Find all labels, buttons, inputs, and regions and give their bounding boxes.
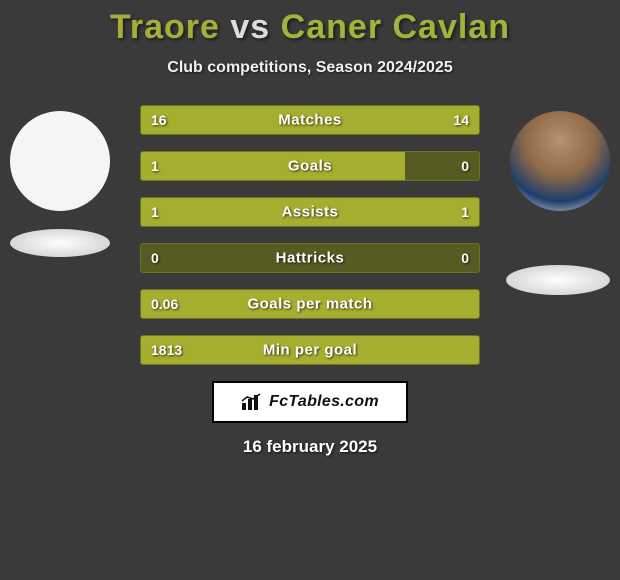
date-label: 16 february 2025	[0, 437, 620, 457]
brand-chart-icon	[241, 393, 263, 411]
stat-value-left: 0	[151, 250, 159, 266]
player-left-shadow	[10, 229, 110, 257]
player-right-shadow	[506, 265, 610, 295]
stat-label: Hattricks	[141, 250, 479, 267]
stat-fill-left	[141, 106, 320, 134]
player-right-avatar	[510, 111, 610, 211]
title-vs: vs	[220, 8, 281, 46]
stat-row: 11Assists	[140, 197, 480, 227]
stat-fill-left	[141, 336, 479, 364]
compare-area: 1614Matches10Goals11Assists00Hattricks0.…	[0, 105, 620, 365]
stat-value-left: 1	[151, 158, 159, 174]
stat-row: 0.06Goals per match	[140, 289, 480, 319]
stat-fill-right	[310, 198, 479, 226]
stat-row: 0 0Hattricks	[140, 243, 480, 273]
stat-value-right: 1	[461, 204, 469, 220]
stat-fill-left	[141, 290, 479, 318]
stat-value-left: 16	[151, 112, 167, 128]
stat-bars: 1614Matches10Goals11Assists00Hattricks0.…	[140, 105, 480, 365]
stat-value-left: 1813	[151, 342, 182, 358]
stat-row: 10Goals	[140, 151, 480, 181]
title-player2: Caner Cavlan	[281, 8, 510, 46]
subtitle: Club competitions, Season 2024/2025	[0, 59, 620, 77]
stat-value-left: 0.06	[151, 296, 178, 312]
brand-box[interactable]: FcTables.com	[212, 381, 408, 423]
player-left-avatar	[10, 111, 110, 211]
stat-row: 1614Matches	[140, 105, 480, 135]
stat-fill-left	[141, 152, 405, 180]
brand-text: FcTables.com	[269, 393, 379, 411]
stat-value-right: 14	[453, 112, 469, 128]
title-player1: Traore	[110, 8, 220, 46]
stat-row: 1813Min per goal	[140, 335, 480, 365]
stat-fill-left	[141, 198, 310, 226]
page-title: Traore vs Caner Cavlan	[0, 0, 620, 47]
stat-value-right: 0	[461, 158, 469, 174]
stat-value-right: 0	[461, 250, 469, 266]
stat-value-left: 1	[151, 204, 159, 220]
